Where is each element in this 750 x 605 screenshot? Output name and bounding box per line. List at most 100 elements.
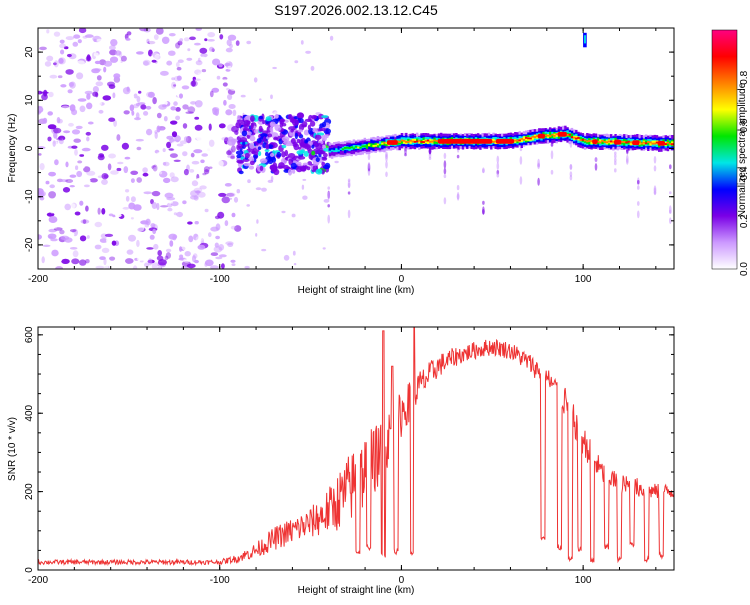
spectrogram-cell — [89, 178, 98, 183]
snr-frame — [37, 326, 675, 571]
spectrogram-cell — [208, 166, 213, 169]
spectrogram-cell — [255, 233, 258, 237]
spectrogram-cell — [168, 50, 176, 56]
spectrogram-cell — [76, 170, 83, 178]
spectrogram-cell — [77, 160, 83, 164]
spectrogram-cell — [607, 140, 611, 143]
spectrogram-cell — [160, 70, 169, 76]
spectrogram-cell — [176, 75, 182, 81]
spectrogram-cell — [56, 117, 61, 124]
spectrogram-cell — [38, 262, 42, 267]
spectrogram-cell — [317, 76, 323, 80]
spectrogram-cell — [171, 81, 177, 89]
spectrogram-cell — [210, 252, 219, 256]
spectrogram-cell — [312, 165, 316, 171]
spectrogram-cell — [179, 38, 184, 42]
spectrogram-cell — [193, 144, 198, 148]
spectrogram-cell — [367, 153, 371, 160]
spectrogram-cell — [313, 105, 319, 110]
spectrogram-cell — [200, 56, 207, 62]
spectrogram-cell — [637, 210, 640, 219]
spectrogram-cell — [456, 193, 460, 200]
spectrogram-cell — [398, 141, 401, 143]
spectrogram-cell — [637, 185, 640, 190]
spectrogram-cell — [112, 92, 116, 99]
spectrogram-cell — [119, 202, 125, 208]
spectrogram-cell — [168, 124, 172, 129]
spectrogram-cell — [272, 66, 277, 70]
spectrogram-cell — [133, 93, 138, 99]
spectrogram-cell — [308, 101, 311, 107]
spectrogram-cell — [187, 62, 195, 70]
spectrogram-cell — [207, 31, 216, 38]
spectrogram-cell — [75, 165, 79, 170]
spectrogram-cell — [236, 159, 244, 164]
spectrogram-cell — [212, 95, 221, 103]
spectrogram-cell — [195, 236, 203, 243]
spectrogram-cell — [42, 200, 51, 204]
spectrogram-cell — [58, 58, 64, 64]
spectrogram-cell — [136, 146, 142, 151]
spectrogram-cell — [170, 176, 179, 183]
y-tick-label: 200 — [24, 483, 35, 500]
spectrogram-cell — [71, 258, 80, 265]
spectrogram-cell — [200, 53, 208, 58]
spectrogram-cell — [339, 148, 342, 151]
spectrogram-cell — [245, 115, 252, 120]
spectrogram-cell — [248, 156, 255, 163]
spectrogram-cell — [259, 165, 264, 171]
spectrogram-cell — [82, 219, 87, 225]
spectrogram-cell — [101, 144, 109, 151]
spectrogram-cell — [90, 204, 98, 209]
spectrogram-cell — [126, 66, 132, 72]
spectrogram-cell — [176, 66, 182, 71]
spectrogram-cell — [160, 100, 168, 106]
spectrogram-cell — [431, 140, 434, 143]
spectrogram-cell — [195, 28, 202, 31]
spectrogram-cell — [208, 139, 215, 147]
spectrogram-cell — [79, 259, 87, 266]
spectrogram-cell — [321, 156, 328, 161]
spectrogram-cell — [553, 134, 556, 137]
spectrogram-cell — [70, 232, 75, 237]
spectrogram-cell — [238, 170, 244, 175]
spectrogram-cell — [201, 30, 210, 35]
spectrogram-cell — [247, 179, 251, 184]
spectrogram-cell — [156, 125, 161, 133]
spectrogram-cell — [443, 160, 447, 169]
spectrogram-cell — [53, 31, 61, 37]
spectrogram-cell — [53, 227, 63, 231]
spectrogram-cell — [601, 140, 604, 145]
spectrogram-cell — [601, 139, 604, 142]
spectrogram-cell — [482, 206, 485, 215]
spectrogram-cell — [535, 135, 539, 138]
spectrogram-cell — [240, 94, 246, 98]
spectrogram-cell — [226, 150, 232, 156]
spectrogram-cell — [104, 233, 114, 237]
spectrogram-cell — [155, 28, 164, 35]
spectrogram-cell — [115, 50, 122, 56]
spectrogram-cell — [653, 156, 657, 164]
spectrogram-cell — [327, 214, 331, 224]
spectrogram-cell — [638, 140, 641, 143]
spectrogram-cell — [69, 185, 75, 188]
spectrogram-cell — [56, 254, 63, 262]
spectrogram-cell — [514, 139, 517, 142]
spectrogram-cell — [85, 205, 89, 212]
colorbar-tick-label: 0.0 — [739, 262, 750, 276]
spectrogram-cell — [264, 148, 270, 153]
spectrogram-cell — [482, 200, 485, 205]
spectrogram-cell — [84, 90, 93, 95]
spectrogram-cell — [644, 142, 648, 145]
spectrogram-cell — [304, 118, 313, 122]
spectrogram-cell — [175, 61, 180, 68]
spectrogram-cell — [47, 111, 53, 116]
spectrogram-cell — [79, 154, 85, 157]
spectrogram-cell — [48, 228, 57, 233]
spectrogram-cell — [97, 207, 101, 215]
spectrogram-cell — [180, 245, 189, 251]
spectrogram-cell — [305, 54, 310, 58]
spectrogram-cell — [146, 91, 154, 98]
spectrogram-cell — [76, 60, 85, 65]
spectrogram-cell — [363, 145, 366, 148]
